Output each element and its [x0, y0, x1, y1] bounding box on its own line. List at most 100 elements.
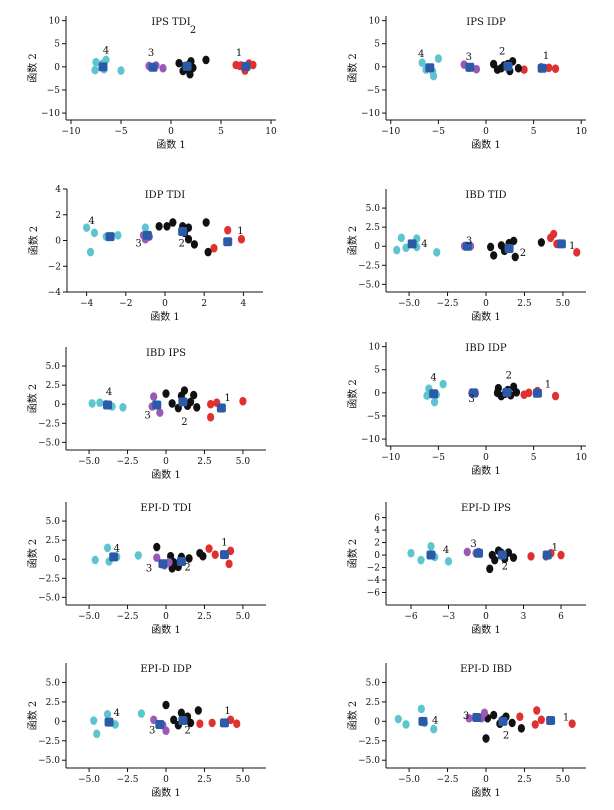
data-point-group-1: [520, 65, 528, 74]
data-point-group-4: [393, 245, 401, 255]
data-point-group-4: [117, 66, 125, 75]
chart-title: IBD IPS: [146, 348, 186, 359]
data-point-group-1: [557, 550, 565, 560]
group-label: 2: [499, 47, 505, 58]
data-point-group-4: [91, 555, 99, 565]
data-point-group-2: [486, 564, 494, 574]
group-centroid-3: [465, 62, 475, 72]
group-label: 1: [221, 537, 227, 548]
data-point-group-2: [170, 715, 178, 725]
x-tick-label: −5: [114, 127, 128, 137]
panel-7: −6 −3 0 3 6 −6 −4 −2 0 2 4 6 EPI-D IPS 函数 1 函数 2 1 2 3 4: [346, 502, 586, 636]
group-label: 1: [569, 241, 575, 252]
group-label: 3: [470, 539, 476, 550]
data-point-group-4: [418, 58, 426, 67]
y-axis-title: 函数 2: [346, 539, 359, 569]
y-tick-label: 10: [49, 17, 61, 27]
data-point-group-2: [517, 724, 525, 733]
group-centroid-1: [216, 403, 226, 413]
group-label: 3: [466, 52, 472, 63]
x-tick-label: −5.0: [78, 457, 100, 467]
data-point-group-4: [119, 402, 127, 412]
group-label: 2: [503, 730, 509, 741]
data-point-group-4: [92, 57, 100, 67]
y-tick-label: −10: [361, 109, 380, 119]
y-tick-label: −5.0: [358, 280, 380, 290]
data-point-group-2: [162, 389, 170, 398]
data-point-group-1: [545, 63, 553, 73]
y-tick-label: 6: [374, 514, 380, 524]
y-tick-label: 0: [374, 551, 380, 561]
y-tick-label: 2: [55, 211, 61, 221]
x-tick-label: −2.5: [437, 775, 459, 785]
x-tick-label: 10: [576, 127, 588, 137]
data-point-group-1: [568, 719, 576, 728]
data-point-group-2: [490, 251, 498, 260]
x-tick-label: 0: [483, 127, 489, 137]
y-tick-label: 0: [55, 237, 61, 247]
group-centroid-3: [463, 241, 473, 251]
x-axis-title: 函数 1: [471, 310, 501, 323]
y-tick-label: 2.5: [366, 223, 381, 233]
y-tick-label: −4: [367, 576, 381, 586]
panel-0: −10 −5 0 5 10 −10 −5 0 5 10 IPS TDI 函数 1 函数 2 1 2 3 4: [26, 16, 277, 151]
group-centroid-1: [542, 550, 552, 560]
group-centroid-2: [178, 226, 188, 236]
data-point-group-2: [204, 247, 212, 257]
y-tick-label: 0: [54, 63, 60, 73]
group-centroid-4: [418, 716, 428, 726]
data-point-group-4: [402, 720, 410, 729]
group-centroid-4: [105, 232, 115, 242]
data-point-group-1: [224, 225, 232, 235]
data-point-group-2: [490, 710, 498, 720]
group-centroid-1: [223, 237, 233, 247]
data-point-group-1: [208, 718, 216, 728]
group-centroid-4: [104, 717, 114, 727]
group-label: 3: [469, 394, 475, 405]
data-point-group-2: [508, 718, 516, 728]
data-point-group-2: [487, 242, 495, 252]
chart-title: IBD IDP: [465, 343, 506, 354]
group-label: 2: [520, 248, 526, 259]
chart-title: EPI-D IDP: [140, 664, 192, 675]
data-point-group-2: [162, 700, 170, 710]
data-point-group-1: [237, 234, 246, 244]
chart-title: EPI-D IBD: [460, 664, 512, 675]
data-point-group-2: [155, 222, 163, 231]
data-point-group-4: [423, 391, 431, 400]
group-label: 4: [443, 545, 449, 556]
data-point-group-4: [137, 709, 145, 718]
group-centroid-3: [155, 719, 165, 729]
group-label: 3: [466, 236, 472, 247]
y-tick-label: −10: [41, 109, 60, 119]
x-tick-label: 2.5: [197, 612, 212, 622]
data-point-group-2: [153, 542, 161, 552]
y-tick-label: 5: [374, 366, 380, 376]
y-tick-label: 10: [369, 17, 381, 27]
data-point-group-4: [430, 724, 438, 734]
chart-title: IPS TDI: [151, 17, 190, 28]
data-point-group-1: [550, 229, 558, 239]
group-centroid-4: [407, 239, 417, 249]
data-point-group-4: [91, 65, 99, 75]
group-centroid-1: [537, 63, 547, 73]
x-tick-label: −10: [62, 127, 81, 137]
x-tick-label: 5.0: [556, 299, 571, 309]
chart-title: IBD TID: [465, 190, 506, 201]
data-point-group-2: [202, 55, 210, 65]
data-point-group-4: [430, 397, 439, 407]
x-tick-label: −5.0: [78, 775, 100, 785]
data-point-group-2: [491, 555, 499, 565]
data-point-group-1: [210, 243, 218, 253]
y-tick-label: −4: [48, 288, 62, 298]
y-tick-label: 5.0: [46, 517, 61, 527]
x-tick-label: −2: [119, 299, 132, 309]
data-point-group-4: [397, 233, 405, 243]
group-centroid-3: [158, 559, 168, 569]
data-point-group-1: [533, 706, 541, 715]
x-tick-label: 3: [521, 612, 527, 622]
group-label: 4: [432, 716, 438, 727]
group-label: 1: [552, 543, 558, 554]
data-point-group-2: [190, 390, 198, 400]
